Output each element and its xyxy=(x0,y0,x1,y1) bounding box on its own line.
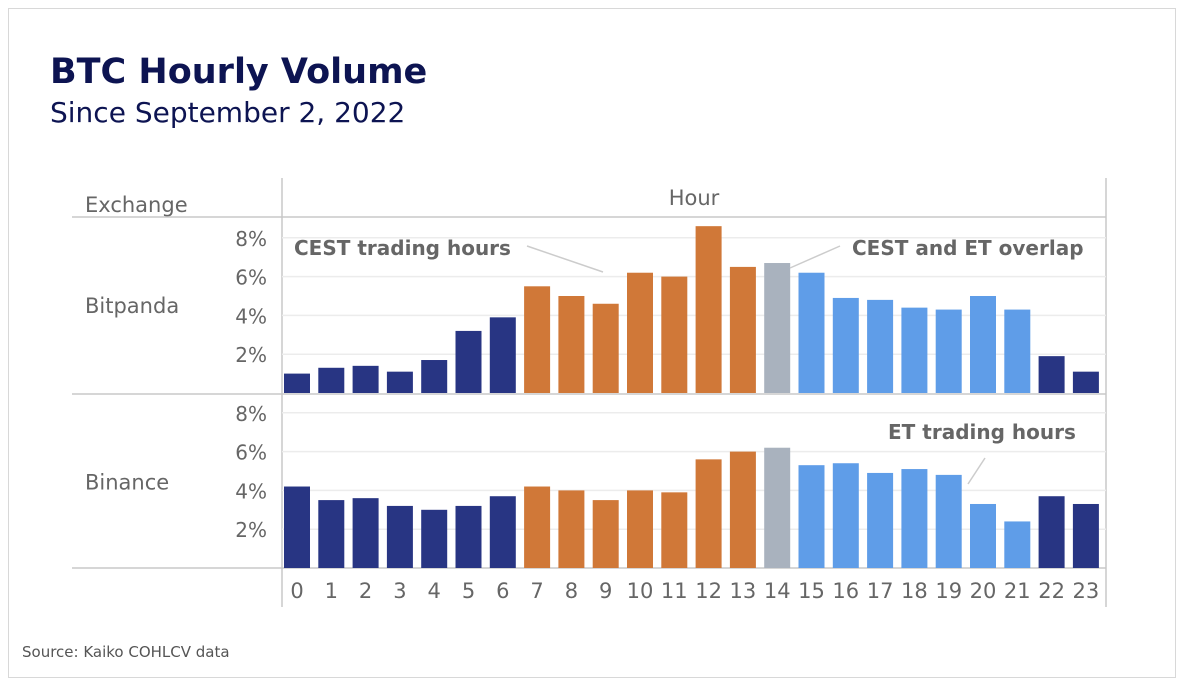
bar-binance-hour-9 xyxy=(592,500,619,568)
bar-bitpanda-hour-8 xyxy=(558,296,585,393)
annotation-et: ET trading hours xyxy=(888,420,1076,444)
bar-binance-hour-13 xyxy=(729,451,756,568)
bar-bitpanda-hour-14 xyxy=(764,263,791,393)
bar-bitpanda-hour-6 xyxy=(489,317,516,393)
x-tick-label: 13 xyxy=(730,579,757,603)
bar-binance-hour-17 xyxy=(867,472,894,568)
bar-bitpanda-hour-12 xyxy=(695,226,722,393)
bar-bitpanda-hour-20 xyxy=(970,296,996,393)
x-tick-label: 9 xyxy=(599,579,612,603)
bar-bitpanda-hour-4 xyxy=(421,360,448,393)
bar-binance-hour-23 xyxy=(1072,503,1099,568)
x-tick-label: 14 xyxy=(764,579,791,603)
bar-binance-hour-21 xyxy=(1004,521,1031,568)
bar-bitpanda-hour-15 xyxy=(798,272,825,393)
bar-binance-hour-6 xyxy=(489,496,516,568)
annotation-cest: CEST trading hours xyxy=(294,236,511,260)
chart-frame xyxy=(8,8,1176,678)
x-tick-label: 6 xyxy=(496,579,509,603)
chart-subtitle: Since September 2, 2022 xyxy=(50,96,406,129)
bar-binance-hour-18 xyxy=(901,469,928,568)
bar-binance-hour-8 xyxy=(558,490,585,568)
y-tick-label: 8% xyxy=(235,402,267,426)
annotation-overlap: CEST and ET overlap xyxy=(852,236,1084,260)
bar-bitpanda-hour-18 xyxy=(901,307,928,393)
bar-binance-hour-15 xyxy=(798,465,825,568)
bar-bitpanda-hour-2 xyxy=(352,365,379,393)
bar-bitpanda-hour-22 xyxy=(1038,356,1065,393)
series-label-binance: Binance xyxy=(85,471,169,495)
y-tick-label: 4% xyxy=(235,304,267,328)
bar-bitpanda-hour-0 xyxy=(284,373,310,393)
bar-binance-hour-12 xyxy=(695,459,722,568)
x-tick-label: 0 xyxy=(290,579,303,603)
annotation-leader-et xyxy=(967,457,986,485)
x-tick-label: 11 xyxy=(661,579,688,603)
series-label-bitpanda: Bitpanda xyxy=(85,294,179,318)
x-tick-label: 12 xyxy=(695,579,722,603)
source-note: Source: Kaiko COHLCV data xyxy=(22,643,230,661)
x-tick-label: 7 xyxy=(530,579,543,603)
bar-binance-hour-7 xyxy=(524,486,551,568)
row-header: Exchange xyxy=(85,193,188,217)
bar-binance-hour-4 xyxy=(421,509,448,568)
bar-binance-hour-10 xyxy=(627,490,653,568)
x-tick-label: 3 xyxy=(393,579,406,603)
x-tick-label: 16 xyxy=(832,579,859,603)
y-tick-label: 2% xyxy=(235,518,267,542)
bar-bitpanda-hour-13 xyxy=(729,266,756,393)
column-header: Hour xyxy=(669,186,720,210)
bar-binance-hour-20 xyxy=(970,503,996,568)
bar-binance-hour-22 xyxy=(1038,496,1065,568)
x-tick-label: 20 xyxy=(970,579,997,603)
x-tick-label: 8 xyxy=(565,579,578,603)
bar-binance-hour-3 xyxy=(386,505,413,568)
bar-bitpanda-hour-19 xyxy=(935,309,962,393)
bar-bitpanda-hour-11 xyxy=(661,276,688,393)
y-tick-label: 6% xyxy=(235,266,267,290)
x-tick-label: 22 xyxy=(1038,579,1065,603)
bar-bitpanda-hour-7 xyxy=(524,286,551,393)
x-tick-label: 21 xyxy=(1004,579,1031,603)
bar-bitpanda-hour-10 xyxy=(627,272,653,393)
bar-binance-hour-11 xyxy=(661,492,688,568)
bar-binance-hour-1 xyxy=(318,500,345,568)
bar-binance-hour-0 xyxy=(284,486,310,568)
bar-bitpanda-hour-23 xyxy=(1072,371,1099,393)
bar-bitpanda-hour-9 xyxy=(592,303,619,393)
bar-bitpanda-hour-1 xyxy=(318,367,345,393)
x-tick-label: 10 xyxy=(627,579,654,603)
bar-binance-hour-14 xyxy=(764,447,791,568)
y-tick-label: 8% xyxy=(235,227,267,251)
chart-title: BTC Hourly Volume xyxy=(50,52,428,92)
bar-bitpanda-hour-3 xyxy=(386,371,413,393)
y-tick-label: 6% xyxy=(235,441,267,465)
x-tick-label: 2 xyxy=(359,579,372,603)
x-tick-label: 18 xyxy=(901,579,928,603)
bar-bitpanda-hour-16 xyxy=(832,297,859,393)
x-tick-label: 17 xyxy=(867,579,894,603)
x-tick-label: 19 xyxy=(935,579,962,603)
bar-bitpanda-hour-17 xyxy=(867,299,894,393)
bar-bitpanda-hour-5 xyxy=(455,330,482,393)
bar-binance-hour-16 xyxy=(832,463,859,568)
bar-binance-hour-19 xyxy=(935,474,962,568)
y-tick-label: 2% xyxy=(235,343,267,367)
annotation-leader-overlap xyxy=(789,245,841,269)
x-tick-label: 4 xyxy=(428,579,441,603)
annotation-leader-cest xyxy=(526,245,604,273)
x-tick-label: 23 xyxy=(1073,579,1100,603)
x-tick-label: 15 xyxy=(798,579,825,603)
bar-binance-hour-5 xyxy=(455,505,482,568)
bar-bitpanda-hour-21 xyxy=(1004,309,1031,393)
y-tick-label: 4% xyxy=(235,479,267,503)
bar-binance-hour-2 xyxy=(352,498,379,568)
x-tick-label: 1 xyxy=(325,579,338,603)
x-tick-label: 5 xyxy=(462,579,475,603)
